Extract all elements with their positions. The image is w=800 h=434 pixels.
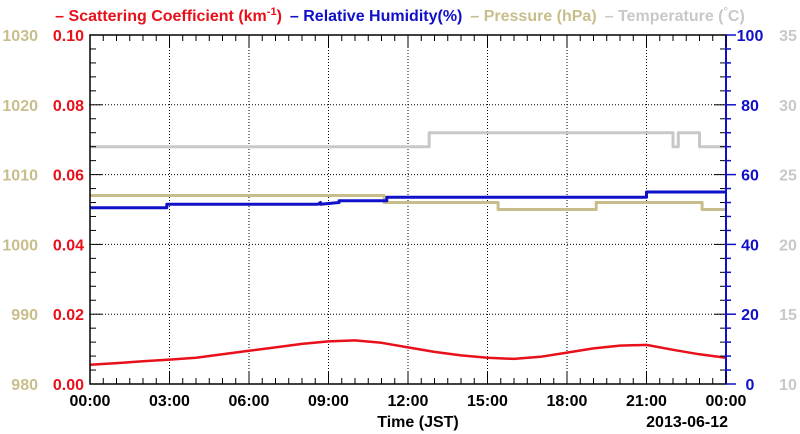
legend-entry-suffix: ) — [277, 8, 282, 25]
x-axis: 00:00 03:00 06:00 09:00 12:00 15:00 18:00 21:00… — [70, 35, 747, 410]
pressure-tick-label: 1030 — [2, 28, 38, 45]
temperature-tick-label: 15 — [779, 307, 797, 324]
scattering-tick-label: 0.08 — [53, 98, 84, 115]
x-tick-label: 00:00 — [70, 393, 111, 410]
legend-swatch: – — [605, 8, 618, 25]
humidity-tick-label: 40 — [741, 237, 759, 254]
legend-entry: Scattering Coefficient (km — [69, 8, 267, 25]
legend-entry: Relative Humidity(%) — [303, 8, 462, 25]
humidity-tick-label: 60 — [741, 168, 759, 185]
legend-entry: Pressure (hPa) — [484, 8, 597, 25]
scattering-tick-label: 0.00 — [53, 377, 84, 394]
x-tick-label: 00:00 — [706, 393, 747, 410]
x-tick-label: 15:00 — [467, 393, 508, 410]
right-axes: 0 20 40 60 80 100 10 15 20 25 30 35 — [725, 28, 797, 394]
pressure-tick-label: 1020 — [2, 98, 38, 115]
legend: – Scattering Coefficient (km-1) – Relativ… — [55, 6, 745, 25]
legend-swatch: – — [470, 8, 483, 25]
pressure-tick-label: 990 — [11, 307, 38, 324]
scattering-tick-label: 0.06 — [53, 168, 84, 185]
legend-text: – Scattering Coefficient (km-1) – Relativ… — [55, 6, 745, 25]
temperature-tick-label: 25 — [779, 168, 797, 185]
legend-entry-suffix: C) — [728, 8, 745, 25]
series-pressure-line — [90, 194, 726, 211]
x-tick-label: 06:00 — [229, 393, 270, 410]
grid — [90, 35, 726, 384]
x-axis-label: Time (JST) — [377, 414, 459, 431]
legend-swatch: – — [290, 8, 303, 25]
humidity-tick-label: 0 — [746, 377, 755, 394]
series-scattering-line — [89, 339, 727, 367]
pressure-tick-label: 1010 — [2, 168, 38, 185]
date-label: 2013-06-12 — [646, 414, 728, 431]
scattering-tick-label: 0.02 — [53, 307, 84, 324]
left-axes: 980 990 1000 1010 1020 1030 0.00 0.02 0.04 0.06 0.… — [2, 28, 726, 394]
temperature-tick-label: 20 — [779, 237, 797, 254]
x-tick-label: 18:00 — [547, 393, 588, 410]
x-tick-label: 12:00 — [388, 393, 429, 410]
scattering-tick-label: 0.10 — [53, 28, 84, 45]
pressure-tick-label: 980 — [11, 377, 38, 394]
pressure-tick-label: 1000 — [2, 237, 38, 254]
series-humidity-line — [90, 190, 726, 210]
series-temperature-line — [90, 131, 726, 149]
scattering-tick-label: 0.04 — [53, 237, 84, 254]
x-tick-label: 03:00 — [149, 393, 190, 410]
x-tick-label: 09:00 — [308, 393, 349, 410]
x-tick-label: 21:00 — [626, 393, 667, 410]
humidity-tick-label: 100 — [737, 28, 764, 45]
legend-swatch: – — [55, 8, 68, 25]
temperature-tick-label: 10 — [779, 377, 797, 394]
temperature-tick-label: 35 — [779, 28, 797, 45]
temperature-tick-label: 30 — [779, 98, 797, 115]
humidity-tick-label: 20 — [741, 307, 759, 324]
humidity-tick-label: 80 — [741, 98, 759, 115]
series-layer — [89, 131, 727, 367]
legend-entry-superscript: ° — [724, 6, 728, 18]
legend-entry-superscript: -1 — [267, 6, 277, 18]
legend-entry: Temperature ( — [618, 8, 724, 25]
